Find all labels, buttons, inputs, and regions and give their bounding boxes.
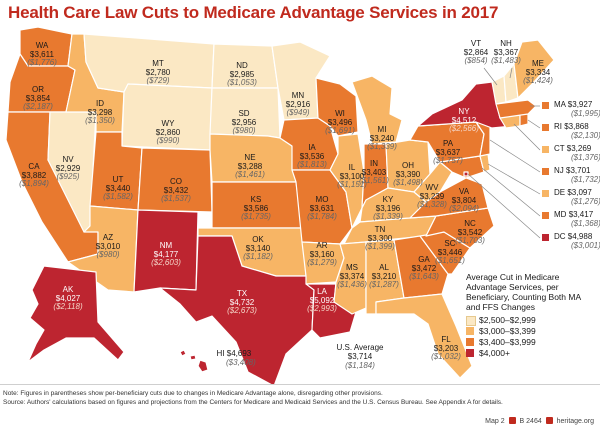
page-title: Health Care Law Cuts to Medicare Advanta…	[8, 3, 499, 22]
legend-item: $4,000+	[466, 348, 594, 359]
legend-item: $3,000–$3,399	[466, 326, 594, 337]
legend: Average Cut in Medicare Advantage Servic…	[466, 272, 594, 359]
label-NC: NC $3,542 ($1,703)	[455, 219, 485, 245]
label-AL: AL $3,210 ($1,287)	[369, 263, 399, 289]
label-ID: ID $3,298 ($1,350)	[85, 99, 115, 125]
leader-line-md	[481, 167, 541, 217]
label-ME: ME $3,334 ($1,424)	[523, 59, 553, 85]
label-NH: NH $3,367 ($1,483)	[491, 39, 521, 65]
state-GA[interactable]	[393, 235, 449, 299]
heritage-logo-icon	[508, 417, 516, 424]
label-IL: IL $3,100 ($1,151)	[337, 163, 367, 189]
label-OK: OK $3,140 ($1,182)	[243, 235, 273, 261]
state-RI[interactable]	[519, 113, 529, 127]
label-VA: VA $3,804 ($2,094)	[449, 187, 479, 213]
label-TN: TN $3,300 ($1,399)	[365, 225, 395, 251]
source-text: Source: Authors' calculations based on f…	[3, 399, 503, 406]
footnotes: Note: Figures in parentheses show per-be…	[3, 389, 597, 407]
label-SC: SC $3,446 ($1,651)	[435, 239, 465, 265]
leader-line-de	[487, 163, 541, 195]
label-ND: ND $2,985 ($1,053)	[227, 61, 257, 87]
label-NM: NM $4,177 ($2,603)	[151, 241, 181, 267]
label-AR: AR $3,160 ($1,279)	[307, 241, 337, 267]
label-MN: MN $2,916 ($949)	[285, 91, 311, 117]
state-FL[interactable]	[375, 293, 473, 379]
leader-line-vt	[483, 67, 498, 86]
label-AZ: AZ $3,010 ($980)	[95, 233, 121, 259]
leader-line-nh	[509, 67, 513, 79]
callout-swatch	[542, 168, 549, 175]
label-WV: WV $3,239 ($1,328)	[417, 183, 447, 209]
label-FL: FL $3,203 ($1,032)	[431, 335, 461, 361]
label-HI: HI $4,693 ($3,408)	[216, 349, 256, 367]
footer: Map 2 B 2464 heritage.org	[485, 417, 594, 425]
label-NE: NE $3,288 ($1,461)	[235, 153, 265, 179]
label-UT: UT $3,440 ($1,582)	[103, 175, 133, 201]
divider	[0, 384, 600, 385]
state-TX[interactable]	[159, 235, 315, 384]
callout-swatch	[542, 146, 549, 153]
legend-item: $2,500–$2,999	[466, 315, 594, 326]
label-CO: CO $3,432 ($1,537)	[161, 177, 191, 203]
callout-swatch	[542, 102, 549, 109]
heritage-logo-icon	[545, 417, 553, 424]
leader-line-ct	[513, 123, 541, 151]
state-WI[interactable]	[315, 77, 359, 137]
state-HI[interactable]	[179, 349, 209, 373]
label-MI: MI $3,240 ($1,339)	[367, 125, 397, 151]
label-LA: LA $5,092 ($2,993)	[307, 287, 337, 313]
callout-swatch	[542, 124, 549, 131]
callout-swatch	[542, 190, 549, 197]
label-KS: KS $3,586 ($1,735)	[241, 195, 271, 221]
label-VT: VT $2,864 ($854)	[463, 39, 489, 65]
legend-title: Average Cut in Medicare Advantage Servic…	[466, 272, 581, 312]
label-IN: IN $3,403 ($1,561)	[359, 159, 389, 185]
label-WY: WY $2,860 ($990)	[155, 119, 181, 145]
legend-swatch	[466, 349, 474, 357]
callout-swatch	[542, 212, 549, 219]
callout-swatch	[542, 234, 549, 241]
label-MO: MO $3,631 ($1,784)	[307, 195, 337, 221]
state-DC[interactable]	[463, 171, 469, 177]
leader-line-nj	[489, 139, 541, 173]
legend-swatch	[466, 338, 474, 346]
legend-swatch	[466, 316, 476, 326]
label-SD: SD $2,956 ($980)	[231, 109, 257, 135]
heritage-link[interactable]: heritage.org	[556, 418, 594, 425]
legend-item: $3,400–$3,999	[466, 337, 594, 348]
label-OH: OH $3,390 ($1,498)	[393, 161, 423, 187]
us-average: U.S. Average $3,714 ($1,184)	[336, 343, 384, 370]
state-MI[interactable]	[351, 75, 403, 145]
note-text: Note: Figures in parentheses show per-be…	[3, 390, 383, 397]
label-WA: WA $3,611 ($1,776)	[27, 41, 57, 67]
label-NV: NV $2,929 ($925)	[55, 155, 81, 181]
label-TX: TX $4,732 ($2,673)	[227, 289, 257, 315]
us-map	[5, 26, 555, 384]
label-PA: PA $3,637 ($1,757)	[433, 139, 463, 165]
label-WI: WI $3,496 ($1,691)	[325, 109, 355, 135]
label-MT: MT $2,780 ($729)	[145, 59, 171, 85]
label-NY: NY $4,512 ($2,566)	[449, 107, 479, 133]
label-IA: IA $3,536 ($1,813)	[297, 143, 327, 169]
label-AK: AK $4,027 ($2,118)	[53, 285, 83, 311]
label-OR: OR $3,854 ($2,187)	[23, 85, 53, 111]
label-CA: CA $3,882 ($1,894)	[19, 162, 49, 188]
state-MA[interactable]	[495, 99, 537, 119]
legend-swatch	[466, 327, 474, 335]
state-ME[interactable]	[513, 39, 555, 99]
leader-line-ri	[527, 119, 541, 129]
leader-line-dc	[467, 173, 541, 239]
label-MS: MS $3,374 ($1,436)	[337, 263, 367, 289]
label-KY: KY $3,196 ($1,339)	[373, 195, 403, 221]
state-WY[interactable]	[121, 83, 213, 151]
state-AK[interactable]	[27, 265, 125, 363]
label-GA: GA $3,472 ($1,643)	[409, 255, 439, 281]
